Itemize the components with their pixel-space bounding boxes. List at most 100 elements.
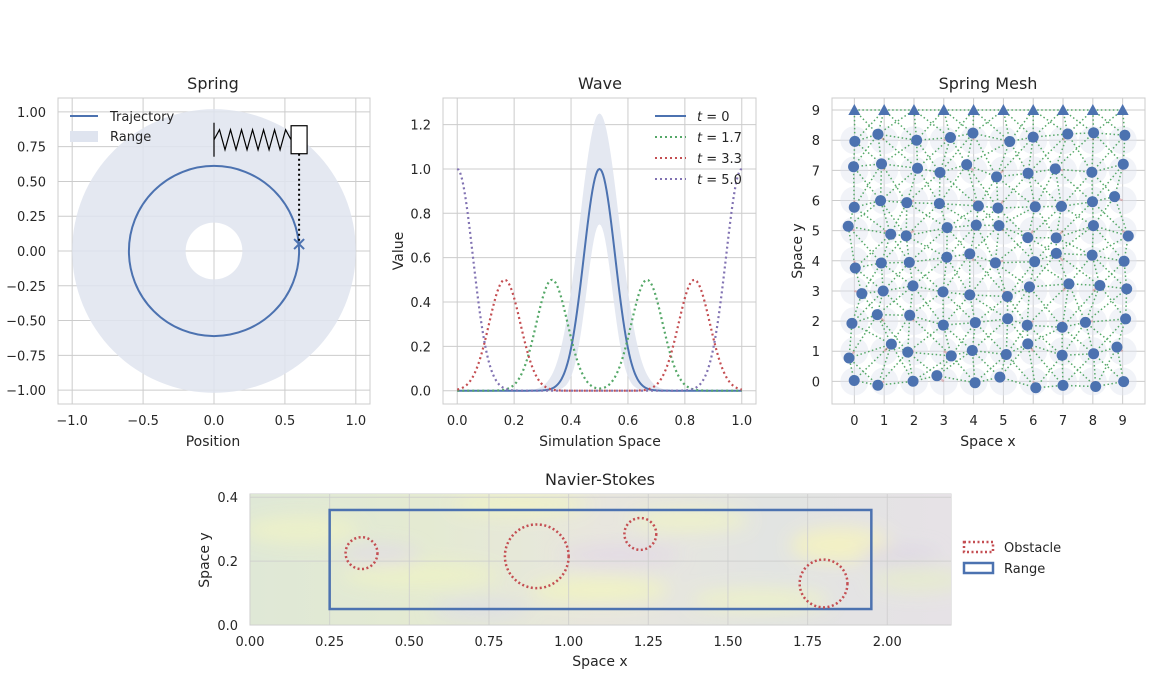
mesh-halo	[1078, 307, 1107, 336]
mesh-spring	[848, 357, 879, 386]
mesh-spring	[877, 133, 919, 169]
mesh-node	[931, 370, 943, 382]
mesh-node	[842, 220, 854, 232]
y-tick-label: 7	[812, 164, 820, 179]
mesh-spring	[890, 343, 914, 382]
ns-range-rect	[328, 508, 873, 611]
mesh-spring	[1027, 173, 1036, 207]
mesh-spring	[848, 343, 892, 359]
mesh-node	[846, 317, 858, 329]
y-tick-label: 0.25	[17, 210, 46, 225]
mesh-spring	[1032, 109, 1064, 138]
wave-panel: Wave 0.0 0.2 0.4 0.6 0.8 1.0 1.21.00.80.60.40…	[391, 74, 757, 450]
wave-title: Wave	[578, 74, 622, 93]
mesh-node	[1088, 348, 1100, 360]
mesh-y-label: Space y	[790, 223, 806, 278]
mesh-spring	[939, 171, 979, 207]
mesh-spring	[912, 285, 944, 326]
y-tick-label: 0.4	[410, 296, 431, 311]
mesh-spring	[847, 225, 882, 264]
mesh-nodes	[842, 104, 1134, 394]
wave-legend: t = 0 t = 1.7 t = 3.3 t = 5.0	[655, 110, 742, 188]
mesh-spring	[1091, 132, 1095, 173]
mesh-spring	[975, 224, 996, 264]
mesh-spring	[996, 176, 1036, 208]
mesh-spring	[1084, 285, 1101, 323]
mesh-spring	[891, 343, 909, 353]
y-tick-label: −0.50	[6, 315, 46, 330]
mesh-spring	[848, 314, 878, 359]
mesh-title: Spring Mesh	[939, 74, 1038, 93]
mesh-node	[1029, 201, 1041, 213]
mesh-spring	[1068, 283, 1087, 323]
spring-panel: Spring −1.0 −0.5 0.0 0.5 1.0 1.00 0.75 0.50 0.2…	[6, 74, 371, 450]
mesh-node	[871, 309, 883, 321]
mesh-spring	[1028, 286, 1063, 328]
mesh-node	[876, 158, 888, 170]
mesh-node	[1002, 313, 1014, 325]
legend-obstacle-swatch	[962, 540, 995, 554]
mesh-node	[900, 230, 912, 242]
x-tick-label: 2.00	[873, 635, 902, 650]
mesh-spring	[1026, 283, 1070, 326]
mesh-node	[937, 319, 949, 331]
wave-y-label: Value	[391, 232, 407, 270]
mesh-node	[945, 350, 957, 362]
mesh-spring	[847, 226, 856, 269]
mesh-spring	[950, 322, 976, 357]
mesh-spring	[1028, 252, 1057, 288]
x-tick-label: −1.0	[56, 414, 88, 429]
mesh-node	[989, 257, 1001, 269]
mesh-spring	[965, 164, 980, 207]
mesh-node	[1079, 316, 1091, 328]
mesh-spring	[1054, 168, 1093, 203]
legend-label-3: t = 5.0	[697, 173, 742, 188]
mesh-node	[843, 352, 855, 364]
mesh-spring	[908, 227, 948, 263]
mesh-spring	[879, 200, 892, 235]
mesh-x-label: Space x	[960, 434, 1015, 450]
mesh-fixed-node	[1027, 104, 1040, 116]
mesh-spring	[854, 233, 892, 269]
mesh-node	[1111, 341, 1123, 353]
mesh-node	[885, 338, 897, 350]
spring-current-position-marker	[293, 238, 305, 250]
x-tick-label: 0.00	[236, 635, 265, 650]
mesh-node	[1029, 256, 1041, 268]
mesh-spring	[876, 314, 909, 353]
x-tick-label: 0.5	[275, 414, 296, 429]
mesh-spring	[854, 109, 885, 142]
y-tick-label: 2	[812, 315, 820, 330]
mesh-spring	[994, 237, 1029, 264]
x-tick-label: 7	[1059, 414, 1067, 429]
mesh-node	[1094, 280, 1106, 292]
y-tick-label: 9	[812, 104, 820, 119]
mesh-spring	[1033, 133, 1068, 138]
mesh-spring	[1002, 109, 1034, 138]
mesh-spring	[969, 294, 1009, 320]
mesh-node	[1086, 166, 1098, 178]
mesh-node	[933, 198, 945, 210]
mesh-spring	[972, 132, 998, 178]
mesh-spring	[851, 322, 892, 345]
mesh-node	[875, 257, 887, 269]
mesh-spring	[946, 256, 971, 296]
mesh-spring	[909, 314, 952, 357]
ns-y-label: Space y	[197, 532, 213, 587]
mesh-fixed-node	[1057, 104, 1070, 116]
mesh-node	[1086, 196, 1098, 208]
mesh-spring	[1035, 354, 1063, 389]
y-tick-label: 8	[812, 134, 820, 149]
legend-label-1: t = 1.7	[697, 131, 742, 146]
mesh-spring	[1093, 353, 1125, 383]
spring-title: Spring	[187, 74, 239, 93]
mesh-fixed-node	[997, 104, 1010, 116]
mesh-node	[1122, 230, 1134, 242]
mesh-spring	[1055, 252, 1101, 287]
mesh-node	[1086, 249, 1098, 261]
mesh-node	[1000, 349, 1012, 361]
mesh-spring	[936, 374, 976, 384]
x-tick-label: 6	[1029, 414, 1037, 429]
mesh-spring	[880, 167, 919, 202]
